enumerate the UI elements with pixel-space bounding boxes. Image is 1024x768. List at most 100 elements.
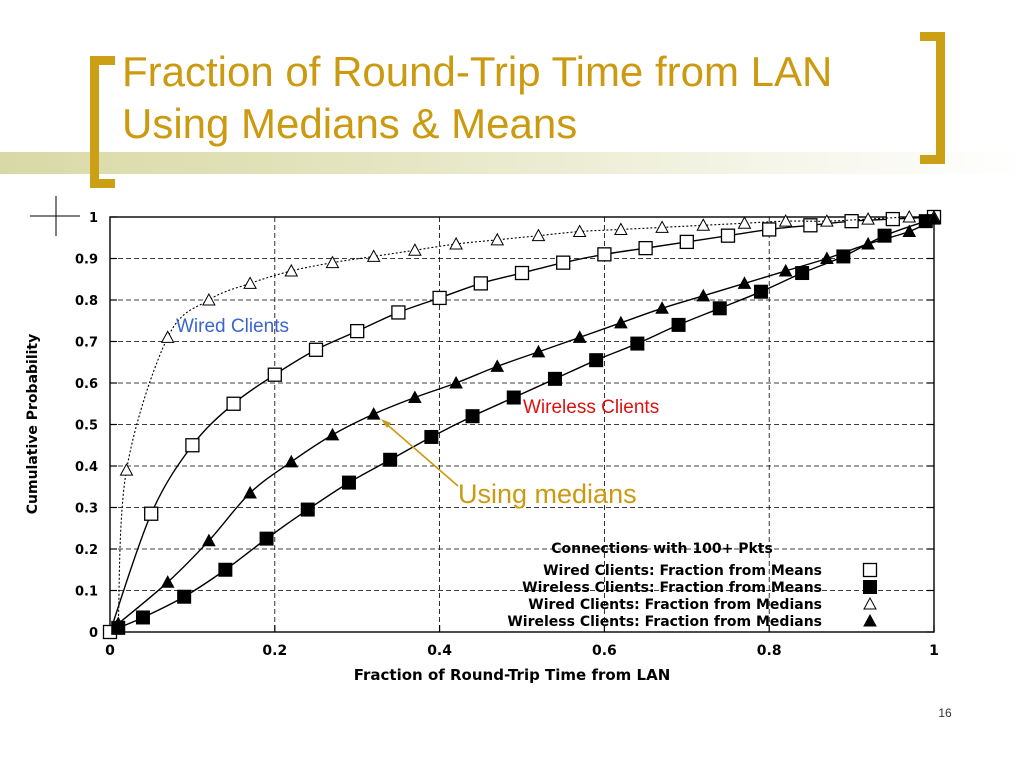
- title-accent-stripe: [0, 152, 1024, 174]
- slide-title-line-2: Using Medians & Means: [122, 100, 578, 147]
- data-point: [778, 263, 793, 277]
- data-point: [366, 249, 381, 262]
- data-point: [778, 214, 793, 227]
- x-tick-label: 0.4: [427, 643, 452, 659]
- data-point: [737, 216, 752, 229]
- data-point: [531, 228, 546, 242]
- legend-entry-marker: [863, 580, 877, 594]
- data-point: [432, 290, 447, 306]
- data-point: [844, 213, 859, 229]
- data-point: [408, 390, 422, 404]
- data-point: [737, 276, 752, 289]
- slide-title: Fraction of Round-Trip Time from LAN Usi…: [122, 46, 942, 150]
- data-point: [341, 475, 356, 490]
- data-point: [614, 222, 628, 235]
- right-bracket-decoration: [920, 32, 945, 164]
- y-tick-label: 0.7: [75, 336, 98, 351]
- x-tick-label: 1: [929, 643, 939, 659]
- data-point: [795, 266, 810, 281]
- y-tick-label: 0.9: [75, 253, 98, 268]
- data-point: [655, 301, 669, 314]
- data-point: [671, 317, 686, 332]
- data-point: [284, 454, 299, 468]
- data-point: [490, 232, 505, 246]
- data-point: [597, 247, 612, 262]
- data-point: [820, 214, 834, 227]
- annotation-wireless-clients: Wireless Clients: [523, 397, 659, 418]
- legend-entry-marker: [863, 596, 877, 610]
- data-point: [572, 224, 587, 238]
- y-tick-label: 0.2: [75, 543, 98, 558]
- data-point: [885, 211, 900, 227]
- data-point: [243, 276, 257, 289]
- series-3: [117, 216, 935, 624]
- data-point: [572, 330, 587, 343]
- data-point: [638, 240, 653, 256]
- data-point: [308, 342, 324, 357]
- legend-entry-label: Wired Clients: Fraction from Means: [543, 563, 822, 579]
- data-point: [679, 234, 694, 250]
- data-point: [531, 344, 546, 358]
- data-point: [300, 502, 315, 517]
- x-tick-label: 0.8: [757, 643, 782, 659]
- data-point: [753, 284, 768, 299]
- y-tick-label: 0.4: [75, 460, 98, 475]
- data-point: [547, 371, 562, 386]
- data-point: [243, 485, 257, 499]
- y-tick-label: 0.8: [75, 294, 98, 309]
- data-point: [803, 218, 818, 233]
- data-point: [556, 255, 571, 270]
- data-point: [366, 407, 381, 420]
- legend: Connections with 100+ Pkts Wired Clients:…: [507, 541, 822, 630]
- data-point: [655, 220, 669, 233]
- slide-title-line-1: Fraction of Round-Trip Time from LAN: [122, 48, 833, 95]
- data-point: [267, 367, 282, 382]
- annotation-arrow-head: [381, 419, 391, 428]
- data-point: [712, 301, 727, 316]
- legend-entry-label: Wired Clients: Fraction from Medians: [528, 597, 822, 613]
- data-point: [696, 218, 711, 231]
- data-point: [202, 533, 216, 547]
- data-point: [111, 616, 126, 630]
- data-point: [202, 292, 216, 306]
- legend-entry-label: Wireless Clients: Fraction from Means: [522, 580, 822, 596]
- data-point: [473, 276, 488, 291]
- y-tick-label: 0.5: [75, 419, 98, 434]
- y-tick-label: 0.6: [75, 377, 98, 392]
- data-point: [325, 427, 340, 441]
- data-point: [218, 562, 233, 577]
- data-point: [861, 236, 875, 250]
- data-point: [902, 209, 917, 223]
- legend-entry-label: Wireless Clients: Fraction from Medians: [507, 614, 822, 630]
- data-point: [160, 330, 175, 343]
- data-point: [160, 575, 175, 588]
- data-point: [861, 212, 875, 225]
- data-point: [696, 288, 711, 302]
- annotation-wired-clients: Wired Clients: [176, 316, 289, 337]
- legend-title: Connections with 100+ Pkts: [551, 541, 773, 557]
- data-point: [514, 265, 530, 281]
- data-point: [424, 429, 439, 444]
- data-point: [284, 263, 299, 277]
- data-point: [383, 452, 398, 467]
- data-point: [177, 589, 192, 604]
- data-point: [762, 222, 777, 237]
- page-number: 16: [938, 706, 952, 720]
- x-axis-label: Fraction of Round-Trip Time from LAN: [354, 666, 671, 684]
- data-point: [119, 463, 134, 476]
- y-tick-label: 0.1: [75, 585, 98, 600]
- x-tick-label: 0: [105, 643, 115, 659]
- annotation-using-medians: Using medians: [458, 479, 637, 509]
- data-point: [465, 409, 480, 424]
- data-point: [259, 531, 274, 546]
- y-axis-label: Cumulative Probability: [25, 334, 41, 515]
- y-tick-label: 0: [89, 626, 98, 641]
- data-point: [927, 212, 941, 225]
- data-point: [144, 506, 159, 521]
- data-point: [877, 228, 892, 243]
- data-point: [589, 353, 604, 368]
- data-point: [185, 438, 200, 453]
- data-point: [325, 255, 340, 269]
- series-line: [117, 216, 935, 624]
